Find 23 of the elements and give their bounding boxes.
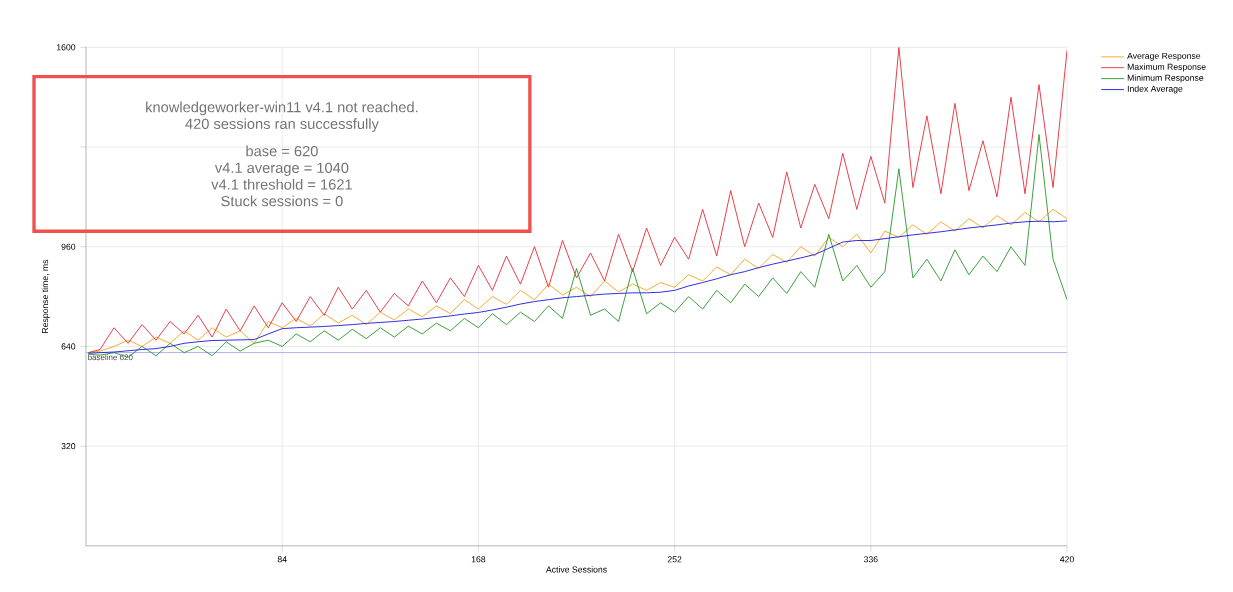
legend-label: Average Response — [1127, 52, 1201, 61]
x-tick-label: 336 — [863, 556, 878, 563]
ref-line-label: baseline 620 — [88, 354, 133, 361]
annotation: knowledgeworker-win11 v4.1 not reached. — [146, 101, 418, 116]
x-axis-title: Active Sessions — [545, 566, 607, 573]
annotation: v4.1 average = 1040 — [214, 162, 349, 176]
x-tick-label: 84 — [277, 556, 287, 563]
line-series — [87, 47, 1068, 354]
x-tick-label: 168 — [471, 556, 486, 563]
legend-label: Maximum Response — [1127, 63, 1206, 72]
y-tick-label: 640 — [61, 343, 76, 350]
y-tick-label: 320 — [61, 443, 76, 450]
annotation: v4.1 threshold = 1621 — [211, 178, 352, 190]
legend-label: Minimum Response — [1127, 74, 1204, 83]
x-tick-label: 252 — [667, 556, 682, 563]
x-tick-label: 420 — [1060, 556, 1074, 563]
annotation: base = 620 — [246, 145, 318, 157]
annotation: 420 sessions ran successfully — [185, 118, 379, 132]
legend-label: Index Average — [1127, 85, 1183, 94]
annotation: Stuck sessions = 0 — [221, 195, 343, 207]
y-tick-label: 1600 — [56, 44, 76, 51]
y-tick-label: 960 — [61, 243, 76, 250]
y-axis-title: Response time, ms — [41, 259, 50, 334]
